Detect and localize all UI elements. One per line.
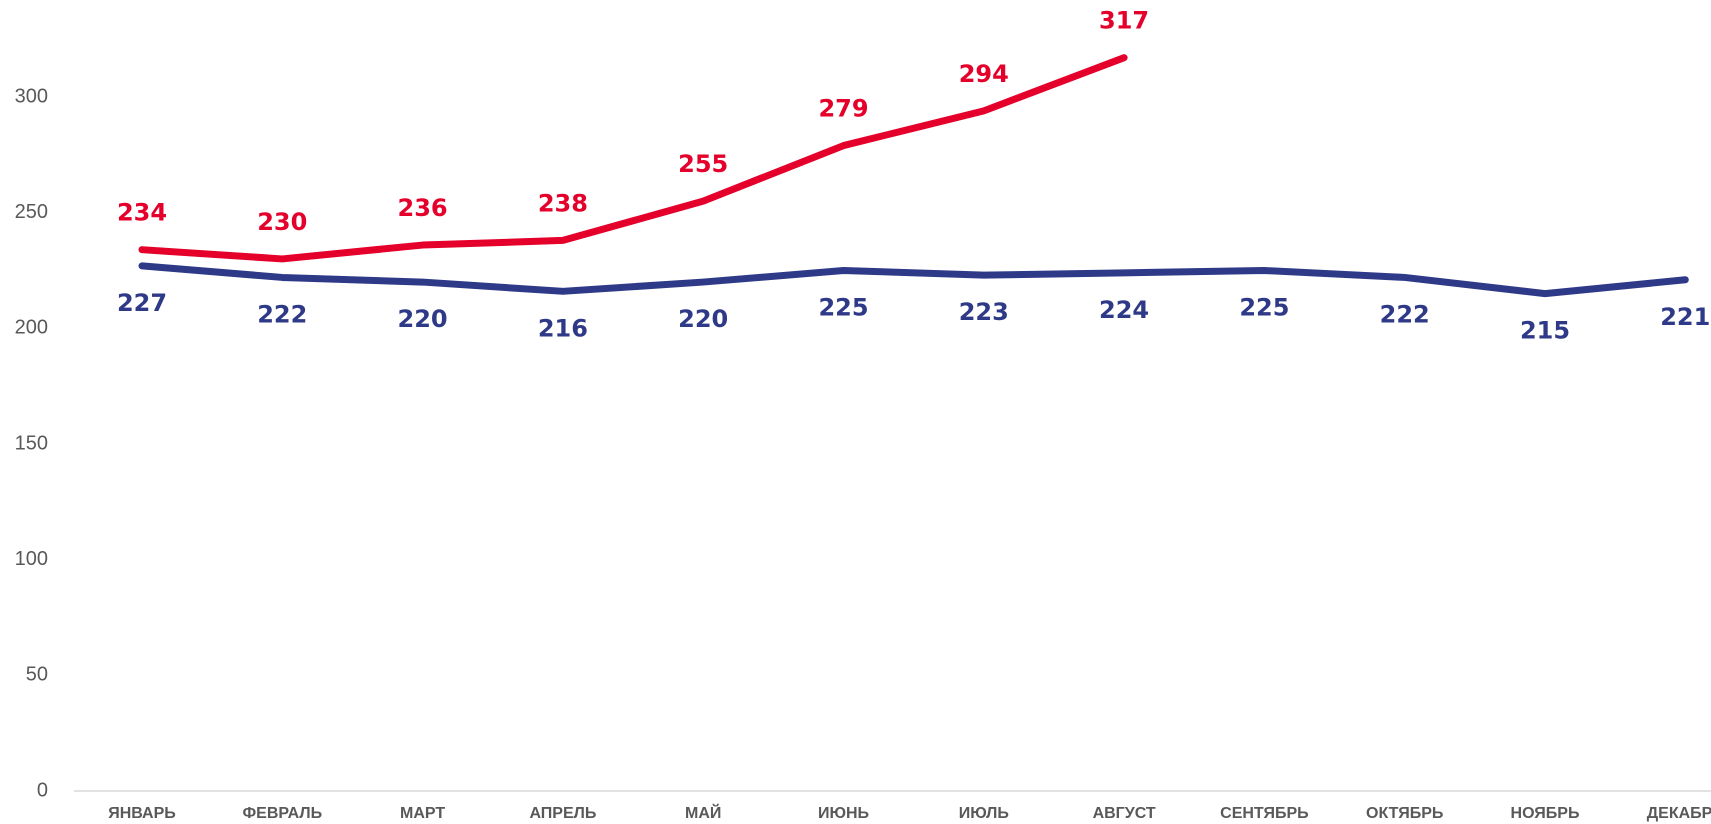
data-label: 221 — [1660, 303, 1710, 331]
series-line — [138, 262, 1689, 298]
y-tick-label: 0 — [37, 779, 48, 801]
data-label: 238 — [538, 189, 588, 217]
data-label: 224 — [1099, 296, 1149, 324]
x-tick-label: ИЮНЬ — [818, 805, 869, 822]
x-tick-label: ОКТЯБРЬ — [1366, 805, 1443, 822]
y-tick-label: 300 — [15, 85, 48, 107]
x-tick-label: МАЙ — [685, 803, 721, 822]
x-tick-label: МАРТ — [400, 805, 445, 822]
data-label: 279 — [818, 95, 868, 123]
data-label: 294 — [959, 60, 1009, 88]
data-label: 222 — [1380, 300, 1430, 328]
data-label: 227 — [117, 289, 167, 317]
data-label: 236 — [398, 194, 448, 222]
x-tick-label: ФЕВРАЛЬ — [242, 805, 322, 822]
data-label: 223 — [959, 298, 1009, 326]
data-label: 215 — [1520, 317, 1570, 345]
x-tick-label: АВГУСТ — [1093, 805, 1156, 822]
data-label: 220 — [678, 305, 728, 333]
y-tick-label: 250 — [15, 201, 48, 223]
x-tick-label: НОЯБРЬ — [1511, 805, 1580, 822]
data-label: 222 — [257, 300, 307, 328]
data-label: 216 — [538, 314, 588, 342]
data-label: 317 — [1099, 7, 1149, 35]
x-tick-label: АПРЕЛЬ — [529, 805, 596, 822]
y-tick-label: 100 — [15, 548, 48, 570]
y-tick-label: 50 — [26, 664, 48, 686]
data-label: 234 — [117, 199, 167, 227]
y-tick-label: 200 — [15, 317, 48, 339]
x-tick-label: ДЕКАБРЬ — [1647, 805, 1711, 822]
x-tick-label: ИЮЛЬ — [959, 805, 1009, 822]
data-label: 230 — [257, 208, 307, 236]
y-tick-label: 150 — [15, 432, 48, 454]
data-label: 225 — [1239, 294, 1289, 322]
data-label: 220 — [398, 305, 448, 333]
data-label: 225 — [818, 294, 868, 322]
x-tick-label: СЕНТЯБРЬ — [1220, 805, 1309, 822]
series-line — [138, 54, 1128, 263]
x-tick-label: ЯНВАРЬ — [108, 805, 176, 822]
data-label: 255 — [678, 150, 728, 178]
